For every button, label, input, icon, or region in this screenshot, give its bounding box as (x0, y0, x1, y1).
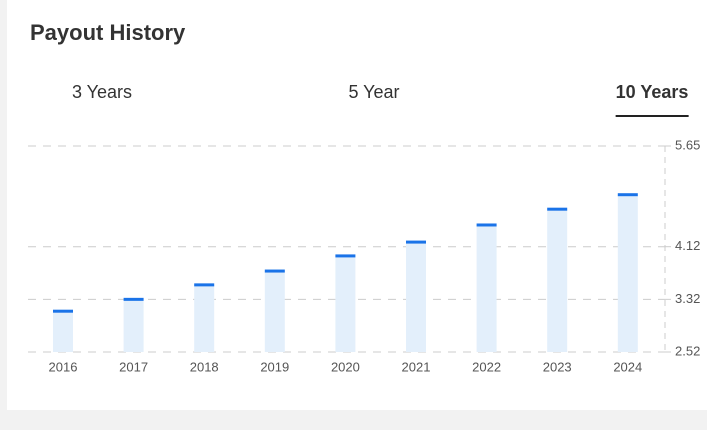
bar-cap (123, 297, 144, 301)
bar-cap (476, 223, 497, 227)
bar (617, 194, 638, 352)
x-tick-label: 2023 (543, 359, 572, 374)
tab[interactable]: 10 Years (615, 82, 689, 117)
bar-cap (194, 283, 215, 287)
bar (264, 271, 285, 352)
bar (194, 284, 215, 352)
y-tick-label: 5.65 (675, 137, 700, 152)
x-tick-label: 2024 (613, 359, 642, 374)
card-title: Payout History (30, 20, 186, 45)
tab[interactable]: 3 Years (71, 82, 133, 102)
bar (335, 255, 356, 352)
y-tick-label: 4.12 (675, 238, 700, 253)
bar (53, 311, 73, 352)
x-tick-label: 2018 (190, 359, 219, 374)
y-tick-label: 2.52 (675, 343, 700, 358)
x-tick-label: 2016 (49, 359, 78, 374)
bar-cap (264, 269, 285, 273)
bar-cap (53, 309, 73, 313)
x-tick-label: 2019 (260, 359, 289, 374)
bar (476, 224, 497, 352)
x-tick-label: 2020 (331, 359, 360, 374)
x-tick-label: 2021 (402, 359, 431, 374)
bar-cap (617, 193, 638, 197)
x-tick-label: 2017 (119, 359, 148, 374)
bar (547, 209, 568, 352)
bar-cap (406, 240, 426, 244)
tab[interactable]: 5 Year (348, 82, 400, 102)
y-tick-label: 3.32 (675, 291, 700, 306)
bar (123, 299, 144, 352)
bar-cap (335, 254, 356, 258)
x-tick-label: 2022 (472, 359, 501, 374)
bar-cap (547, 207, 568, 211)
bar (406, 242, 426, 352)
